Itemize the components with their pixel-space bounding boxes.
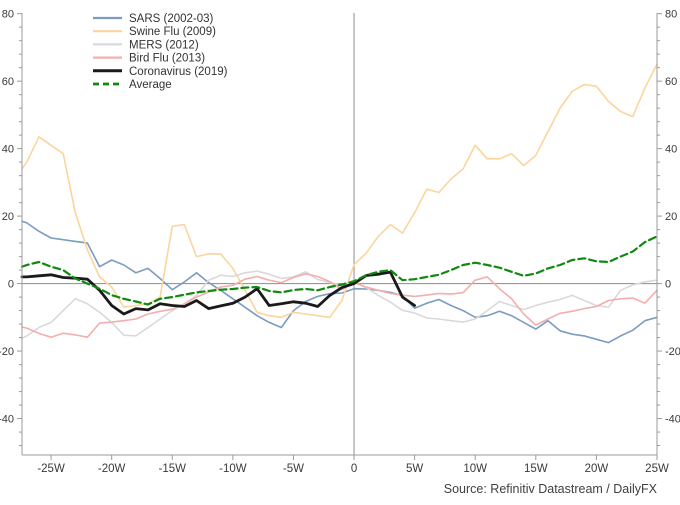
series-line-mers-2012 xyxy=(21,270,658,340)
x-axis-tick-label: 0 xyxy=(351,463,357,475)
y-axis-right-tick-label: 40 xyxy=(665,144,677,156)
x-axis-tick-label: -10W xyxy=(219,463,247,475)
y-axis-left-tick-label: 20 xyxy=(2,211,14,223)
y-axis-left-tick-label: 0 xyxy=(8,279,14,291)
x-axis-tick-label: 25W xyxy=(645,463,669,475)
x-axis-tick-label: -25W xyxy=(37,463,65,475)
y-axis-right-tick-label: -20 xyxy=(665,346,680,358)
y-axis-left-tick-label: 60 xyxy=(2,76,14,88)
series-line-bird-flu-2013 xyxy=(21,272,658,339)
y-axis-right-tick-label: -40 xyxy=(665,414,680,426)
y-axis-left-tick-label: 40 xyxy=(2,144,14,156)
x-axis-tick-label: -20W xyxy=(98,463,126,475)
legend-label-bird-flu-2013: Bird Flu (2013) xyxy=(129,53,205,65)
y-axis-left-tick-label: -40 xyxy=(0,414,14,426)
series-line-coronavirus-2019 xyxy=(20,270,417,316)
legend-label-mers-2012: MERS (2012) xyxy=(129,39,199,51)
x-axis-tick-label: 20W xyxy=(585,463,609,475)
series-line-average xyxy=(20,235,659,306)
legend-label-average: Average xyxy=(129,79,172,91)
y-axis-left-tick-label: 80 xyxy=(2,9,14,21)
y-axis-left-tick-label: -20 xyxy=(0,346,14,358)
x-axis-tick-label: 15W xyxy=(524,463,548,475)
series-line-swine-flu-2009 xyxy=(21,63,658,319)
legend-label-sars-2002-03: SARS (2002-03) xyxy=(129,13,214,25)
y-axis-right-tick-label: 60 xyxy=(665,76,677,88)
legend-label-swine-flu-2009: Swine Flu (2009) xyxy=(129,26,216,38)
x-axis-tick-label: -5W xyxy=(283,463,304,475)
x-axis-tick-label: -15W xyxy=(159,463,187,475)
y-axis-right-tick-label: 20 xyxy=(665,211,677,223)
x-axis-tick-label: 5W xyxy=(406,463,423,475)
y-axis-right-tick-label: 0 xyxy=(665,279,671,291)
legend: SARS (2002-03)Swine Flu (2009)MERS (2012… xyxy=(93,13,228,91)
legend-label-coronavirus-2019: Coronavirus (2019) xyxy=(129,66,228,78)
source-attribution: Source: Refinitiv Datastream / DailyFX xyxy=(443,482,657,496)
x-axis-tick-label: 10W xyxy=(463,463,487,475)
series-line-sars-2002-03 xyxy=(21,220,658,344)
y-axis-right-tick-label: 80 xyxy=(665,9,677,21)
